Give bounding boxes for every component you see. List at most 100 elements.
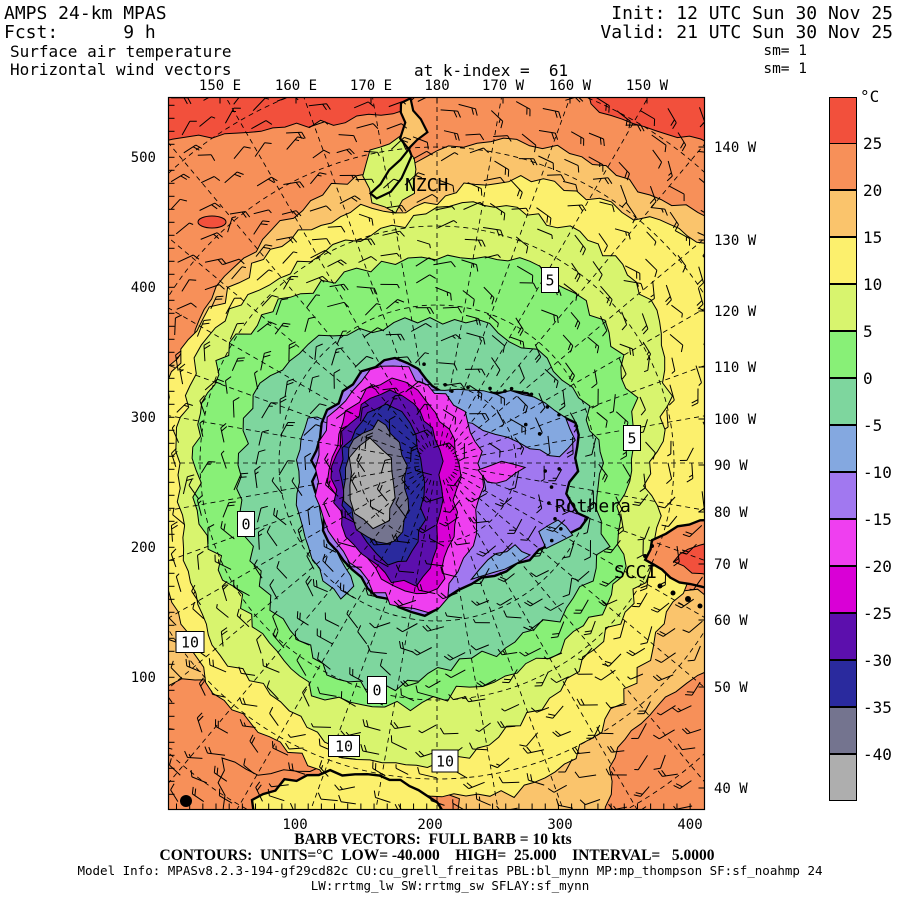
wind-barbs [168, 97, 705, 810]
colorbar-cell [829, 566, 857, 613]
terrain-speckle [559, 527, 563, 531]
terrain-speckle [549, 485, 554, 489]
colorbar-cell [829, 660, 857, 707]
terrain-speckle [529, 392, 534, 397]
colorbar-cell [829, 707, 857, 754]
islet [670, 590, 676, 596]
left-axis-label: 100 [131, 670, 156, 686]
right-axis-label: 80 W [714, 505, 748, 521]
contour-label-box [328, 735, 360, 757]
colorbar-tick-label: 10 [863, 275, 883, 294]
colorbar-cell [829, 754, 857, 801]
model-info: Model Info: MPASv8.2.3-194-gf29cd82c CU:… [77, 863, 823, 878]
island [180, 795, 192, 807]
temp-zone [398, 97, 429, 151]
colorbar-cell [829, 472, 857, 519]
temp-zone [368, 146, 413, 200]
temp-zone [588, 97, 705, 142]
contour-label-box [541, 267, 559, 293]
colorbar-tick-label: 5 [863, 322, 873, 341]
axis-ticks [168, 97, 705, 810]
temp-zone [168, 97, 705, 368]
terrain-speckle [547, 501, 551, 505]
top-axis-label: 150 W [626, 78, 669, 94]
bottom-axis-label: 100 [282, 817, 307, 833]
contour-label-box [623, 425, 641, 451]
terrain-speckle [450, 389, 454, 393]
colorbar-tick-label: -40 [863, 745, 892, 764]
bottom-axis-label: 300 [547, 817, 572, 833]
colorbar-cell [829, 190, 857, 237]
top-axis-label: 150 E [199, 78, 241, 94]
field-name: Surface air temperature [10, 42, 232, 61]
terrain-speckle [488, 386, 492, 391]
temp-zone [197, 215, 227, 229]
islet [697, 603, 703, 609]
smooth-1: sm= 1 [763, 43, 807, 59]
colorbar-tick-label: -35 [863, 698, 892, 717]
colorbar-tick-label: -25 [863, 604, 892, 623]
temp-zone [250, 768, 444, 810]
temp-zone [469, 544, 532, 581]
forecast-hour: Fcst: 9 h [4, 22, 156, 43]
right-axis-label: 70 W [714, 557, 748, 573]
colorbar-tick-label: 20 [863, 181, 883, 200]
top-axis-label: 170 E [350, 78, 392, 94]
contour-label: 10 [181, 634, 199, 652]
colorbar-cell [829, 97, 857, 144]
colorbar-cell [829, 378, 857, 425]
terrain-speckle [466, 385, 470, 390]
temp-zone [348, 437, 396, 530]
contour-label-box [367, 676, 387, 704]
right-axis-label: 130 W [714, 233, 757, 249]
colorbar-title: °C [860, 87, 880, 106]
colorbar-cell [829, 143, 857, 190]
right-axis-label: 50 W [714, 680, 748, 696]
right-axis-label: 100 W [714, 412, 757, 428]
right-axis-label: 110 W [714, 360, 757, 376]
colorbar-cell [829, 425, 857, 472]
colorbar-tick-label: 0 [863, 369, 873, 388]
colorbar-cell [829, 519, 857, 566]
colorbar-tick-label: 25 [863, 134, 883, 153]
top-axis-label: 180 [424, 78, 449, 94]
barb-legend: BARB VECTORS: FULL BARB = 10 kts [294, 831, 572, 848]
contour-label-box [175, 631, 205, 653]
contour-label: 10 [335, 738, 353, 756]
islet [685, 596, 691, 602]
k-index-label: at k-index = 61 [414, 61, 569, 80]
contour-legend: CONTOURS: UNITS=°C LOW= -40.000 HIGH= 25… [159, 847, 715, 864]
field-name-2: Horizontal wind vectors [10, 60, 232, 79]
islet [650, 544, 654, 548]
colorbar-cell [829, 613, 857, 660]
colorbar-tick-label: -10 [863, 463, 892, 482]
colorbar-tick-label: -15 [863, 510, 892, 529]
contour-label: 10 [436, 753, 454, 771]
colorbar-cell [829, 237, 857, 284]
right-axis-label: 60 W [714, 613, 748, 629]
terrain-speckle [422, 362, 426, 367]
top-axis-label: 160 W [549, 78, 592, 94]
contour-label: 0 [372, 682, 381, 700]
terrain-speckle [557, 467, 561, 471]
station-label: NZCH [405, 175, 448, 196]
colorbar-tick-label: -20 [863, 557, 892, 576]
contour-label: 0 [241, 516, 250, 534]
smooth-2: sm= 1 [763, 61, 807, 77]
init-time: Init: 12 UTC Sun 30 Nov 25 [611, 3, 893, 24]
right-axis-label: 90 W [714, 458, 748, 474]
contour-label-box [237, 511, 255, 537]
terrain-speckle [557, 412, 561, 417]
colorbar-tick-label: -30 [863, 651, 892, 670]
valid-time: Valid: 21 UTC Sun 30 Nov 25 [600, 22, 893, 43]
station-label: SCCI [614, 562, 657, 583]
contour-label-box [431, 749, 459, 773]
terrain-speckle [553, 517, 557, 521]
left-axis-label: 400 [131, 280, 156, 296]
terrain-speckle [549, 538, 554, 543]
contour-label: 5 [545, 272, 554, 290]
